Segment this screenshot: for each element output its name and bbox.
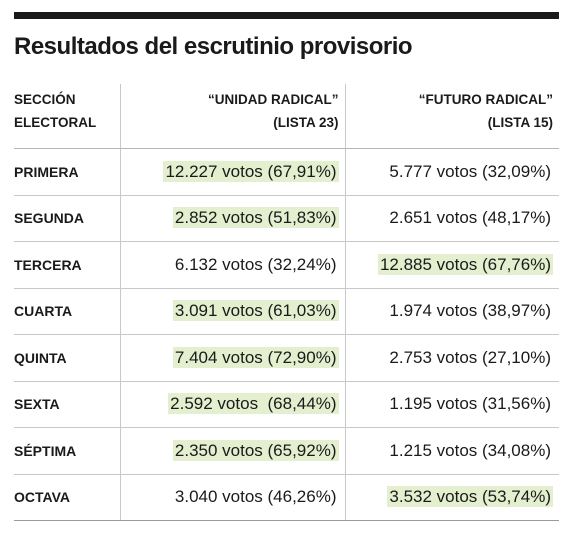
unidad-radical-result: 12.227 votos (67,91%) — [163, 160, 339, 182]
unidad-radical-result-cell: 3.040 votos (46,26%) — [119, 474, 345, 521]
unidad-radical-result-cell: 2.852 votos (51,83%) — [119, 195, 345, 242]
unidad-radical-result-cell: 2.350 votos (65,92%) — [119, 427, 345, 475]
unidad-radical-result: 2.350 votos (65,92%) — [172, 439, 339, 461]
futuro-radical-result: 3.532 votos (53,74%) — [387, 486, 553, 508]
futuro-radical-result-cell: 5.777 votos (32,09%) — [344, 148, 559, 196]
futuro-radical-result: 1.195 votos (31,56%) — [389, 394, 551, 414]
table-row: CUARTA 3.091 votos (61,03%) 1.974 votos (3… — [14, 288, 559, 335]
futuro-radical-result: 2.753 votos (27,10%) — [389, 347, 551, 367]
page-title: Resultados del escrutinio provisorio — [14, 33, 413, 60]
header-unidad-line1: “UNIDAD RADICAL” — [208, 92, 339, 107]
section-name: CUARTA — [14, 288, 120, 335]
top-rule — [14, 12, 559, 19]
futuro-radical-result-cell: 1.974 votos (38,97%) — [344, 288, 559, 335]
table-row: TERCERA 6.132 votos (32,24%) 12.885 votos … — [14, 241, 559, 289]
unidad-radical-result: 3.040 votos (46,26%) — [174, 487, 337, 507]
table-row: SEGUNDA 2.852 votos (51,83%) 2.651 votos (… — [14, 195, 559, 242]
section-name: PRIMERA — [14, 148, 120, 196]
futuro-radical-result-cell: 1.215 votos (34,08%) — [344, 427, 559, 475]
futuro-radical-result-cell: 2.753 votos (27,10%) — [344, 334, 559, 382]
unidad-radical-result: 7.404 votos (72,90%) — [172, 346, 339, 368]
table-row: SEXTA 2.592 votos (68,44%) 1.195 votos (31… — [14, 381, 559, 428]
table-row: SÉPTIMA 2.350 votos (65,92%) 1.215 votos (… — [14, 427, 559, 475]
futuro-radical-result-cell: 1.195 votos (31,56%) — [344, 381, 559, 428]
unidad-radical-result: 6.132 votos (32,24%) — [174, 254, 337, 274]
results-table-wrapper: SECCIÓN ELECTORAL “UNIDAD RADICAL” (LIST… — [14, 84, 559, 521]
unidad-radical-result: 2.592 votos (68,44%) — [168, 393, 339, 415]
header-section-line2: ELECTORAL — [14, 115, 97, 130]
futuro-radical-result: 2.651 votos (48,17%) — [389, 208, 551, 228]
section-name: SEGUNDA — [14, 195, 120, 242]
futuro-radical-result: 12.885 votos (67,76%) — [377, 253, 553, 275]
section-name: OCTAVA — [14, 474, 120, 521]
section-name: QUINTA — [14, 334, 120, 382]
header-unidad-line2: (LISTA 23) — [273, 115, 339, 130]
futuro-radical-result-cell: 3.532 votos (53,74%) — [344, 474, 559, 521]
futuro-radical-result-cell: 2.651 votos (48,17%) — [344, 195, 559, 242]
table-row: QUINTA 7.404 votos (72,90%) 2.753 votos (2… — [14, 334, 559, 382]
results-table: SECCIÓN ELECTORAL “UNIDAD RADICAL” (LIST… — [14, 84, 559, 521]
table-row: OCTAVA 3.040 votos (46,26%) 3.532 votos (5… — [14, 474, 559, 521]
futuro-radical-result: 5.777 votos (32,09%) — [389, 161, 551, 181]
table-header-row: SECCIÓN ELECTORAL “UNIDAD RADICAL” (LIST… — [14, 84, 559, 149]
section-name: SEXTA — [14, 381, 120, 428]
futuro-radical-result-cell: 12.885 votos (67,76%) — [344, 241, 559, 289]
section-name: TERCERA — [14, 241, 120, 289]
unidad-radical-result: 2.852 votos (51,83%) — [172, 207, 339, 229]
futuro-radical-result: 1.215 votos (34,08%) — [389, 440, 551, 460]
unidad-radical-result-cell: 3.091 votos (61,03%) — [119, 288, 345, 335]
unidad-radical-result-cell: 12.227 votos (67,91%) — [119, 148, 345, 196]
unidad-radical-result-cell: 2.592 votos (68,44%) — [119, 381, 345, 428]
unidad-radical-result: 3.091 votos (61,03%) — [172, 300, 339, 322]
header-unidad-radical: “UNIDAD RADICAL” (LISTA 23) — [119, 84, 345, 149]
header-section-line1: SECCIÓN — [14, 92, 76, 107]
header-futuro-line1: “FUTURO RADICAL” — [418, 92, 553, 107]
header-section: SECCIÓN ELECTORAL — [14, 84, 120, 149]
futuro-radical-result: 1.974 votos (38,97%) — [389, 301, 551, 321]
table-row: PRIMERA 12.227 votos (67,91%) 5.777 votos … — [14, 148, 559, 196]
header-futuro-radical: “FUTURO RADICAL” (LISTA 15) — [344, 84, 559, 149]
unidad-radical-result-cell: 7.404 votos (72,90%) — [119, 334, 345, 382]
section-name: SÉPTIMA — [14, 427, 120, 475]
header-futuro-line2: (LISTA 15) — [487, 115, 553, 130]
unidad-radical-result-cell: 6.132 votos (32,24%) — [119, 241, 345, 289]
